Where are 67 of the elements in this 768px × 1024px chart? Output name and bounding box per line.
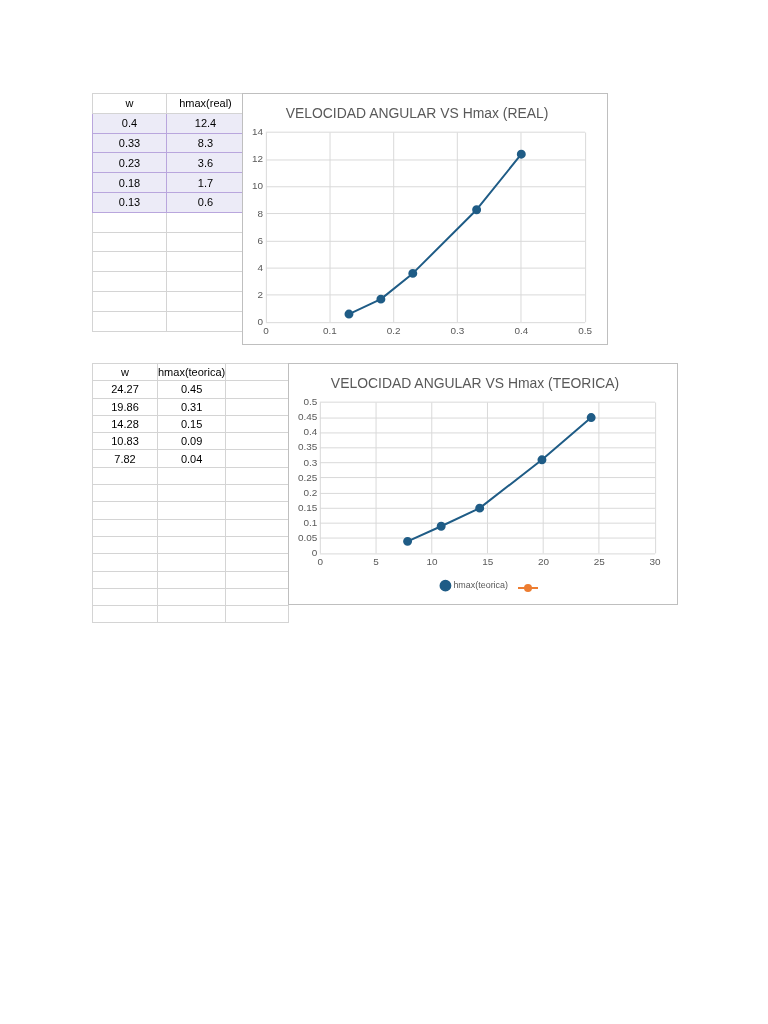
text: 0.18 bbox=[92, 172, 167, 193]
point bbox=[376, 294, 386, 304]
point bbox=[403, 536, 413, 546]
text: 12.4 bbox=[166, 113, 245, 134]
y-tick-label: 2 bbox=[257, 288, 264, 300]
text: 1.7 bbox=[166, 172, 245, 193]
y-tick-label: 14 bbox=[251, 126, 264, 138]
x-tick-label: 25 bbox=[593, 556, 606, 568]
text: 19.86 bbox=[92, 398, 158, 416]
y-tick-label: 0.2 bbox=[303, 486, 318, 498]
x-tick-label: 30 bbox=[649, 556, 662, 568]
y-tick-label: 0.05 bbox=[297, 532, 318, 544]
text: 8.3 bbox=[166, 133, 245, 153]
text: 0.31 bbox=[157, 398, 226, 416]
text: 24.27 bbox=[92, 380, 158, 399]
text: 0.23 bbox=[92, 152, 167, 173]
y-tick-label: 0.4 bbox=[303, 426, 318, 438]
x-tick-label: 0.1 bbox=[322, 324, 338, 336]
text: hmax(teorica) bbox=[157, 363, 226, 381]
y-tick-label: 6 bbox=[257, 234, 264, 246]
text: w bbox=[92, 93, 167, 114]
text: 0.45 bbox=[157, 380, 226, 399]
text: 0.6 bbox=[166, 192, 245, 213]
y-tick-label: 0.25 bbox=[297, 471, 318, 483]
text: 14.28 bbox=[92, 415, 158, 433]
y-tick-label: 0.45 bbox=[297, 411, 318, 423]
x-tick-label: 10 bbox=[426, 556, 438, 568]
x-tick-label: 0.3 bbox=[450, 324, 465, 336]
y-tick-label: 12 bbox=[251, 153, 264, 165]
chart-title: VELOCIDAD ANGULAR VS Hmax (TEORICA) bbox=[330, 375, 620, 392]
point bbox=[344, 309, 354, 319]
legend-label: hmax(teorica) bbox=[453, 580, 509, 591]
text: 7.82 bbox=[92, 449, 158, 468]
text: 0.4 bbox=[92, 113, 167, 134]
point bbox=[436, 521, 446, 531]
text: 0.33 bbox=[92, 133, 167, 153]
x-tick-label: 20 bbox=[537, 556, 550, 568]
text: 0.04 bbox=[157, 449, 226, 468]
text: w bbox=[92, 363, 158, 381]
x-tick-label: 15 bbox=[482, 556, 494, 568]
y-tick-label: 0 bbox=[257, 315, 264, 327]
y-tick-label: 4 bbox=[257, 261, 264, 273]
y-tick-label: 0.35 bbox=[297, 441, 318, 453]
text: 0.13 bbox=[92, 192, 167, 213]
x-tick-label: 5 bbox=[373, 556, 380, 568]
y-tick-label: 10 bbox=[251, 180, 264, 192]
text: 0.09 bbox=[157, 432, 226, 450]
point bbox=[472, 205, 482, 215]
point bbox=[408, 268, 418, 278]
y-tick-label: 0.3 bbox=[303, 456, 318, 468]
y-tick-label: 0.1 bbox=[303, 516, 318, 528]
point bbox=[586, 413, 596, 423]
y-tick-label: 0 bbox=[311, 547, 318, 559]
text: hmax(real) bbox=[166, 93, 245, 114]
point bbox=[475, 503, 485, 513]
x-tick-label: 0.2 bbox=[386, 324, 402, 336]
point bbox=[537, 455, 547, 465]
y-tick-label: 0.5 bbox=[303, 396, 318, 408]
chart-title: VELOCIDAD ANGULAR VS Hmax (REAL) bbox=[285, 105, 549, 122]
x-tick-label: 0.4 bbox=[514, 324, 529, 336]
y-tick-label: 8 bbox=[257, 207, 264, 219]
point bbox=[516, 149, 526, 159]
text: 10.83 bbox=[92, 432, 158, 450]
text: 3.6 bbox=[166, 152, 245, 173]
y-tick-label: 0.15 bbox=[297, 501, 318, 513]
text: 0.15 bbox=[157, 415, 226, 433]
x-tick-label: 0.5 bbox=[578, 324, 593, 336]
